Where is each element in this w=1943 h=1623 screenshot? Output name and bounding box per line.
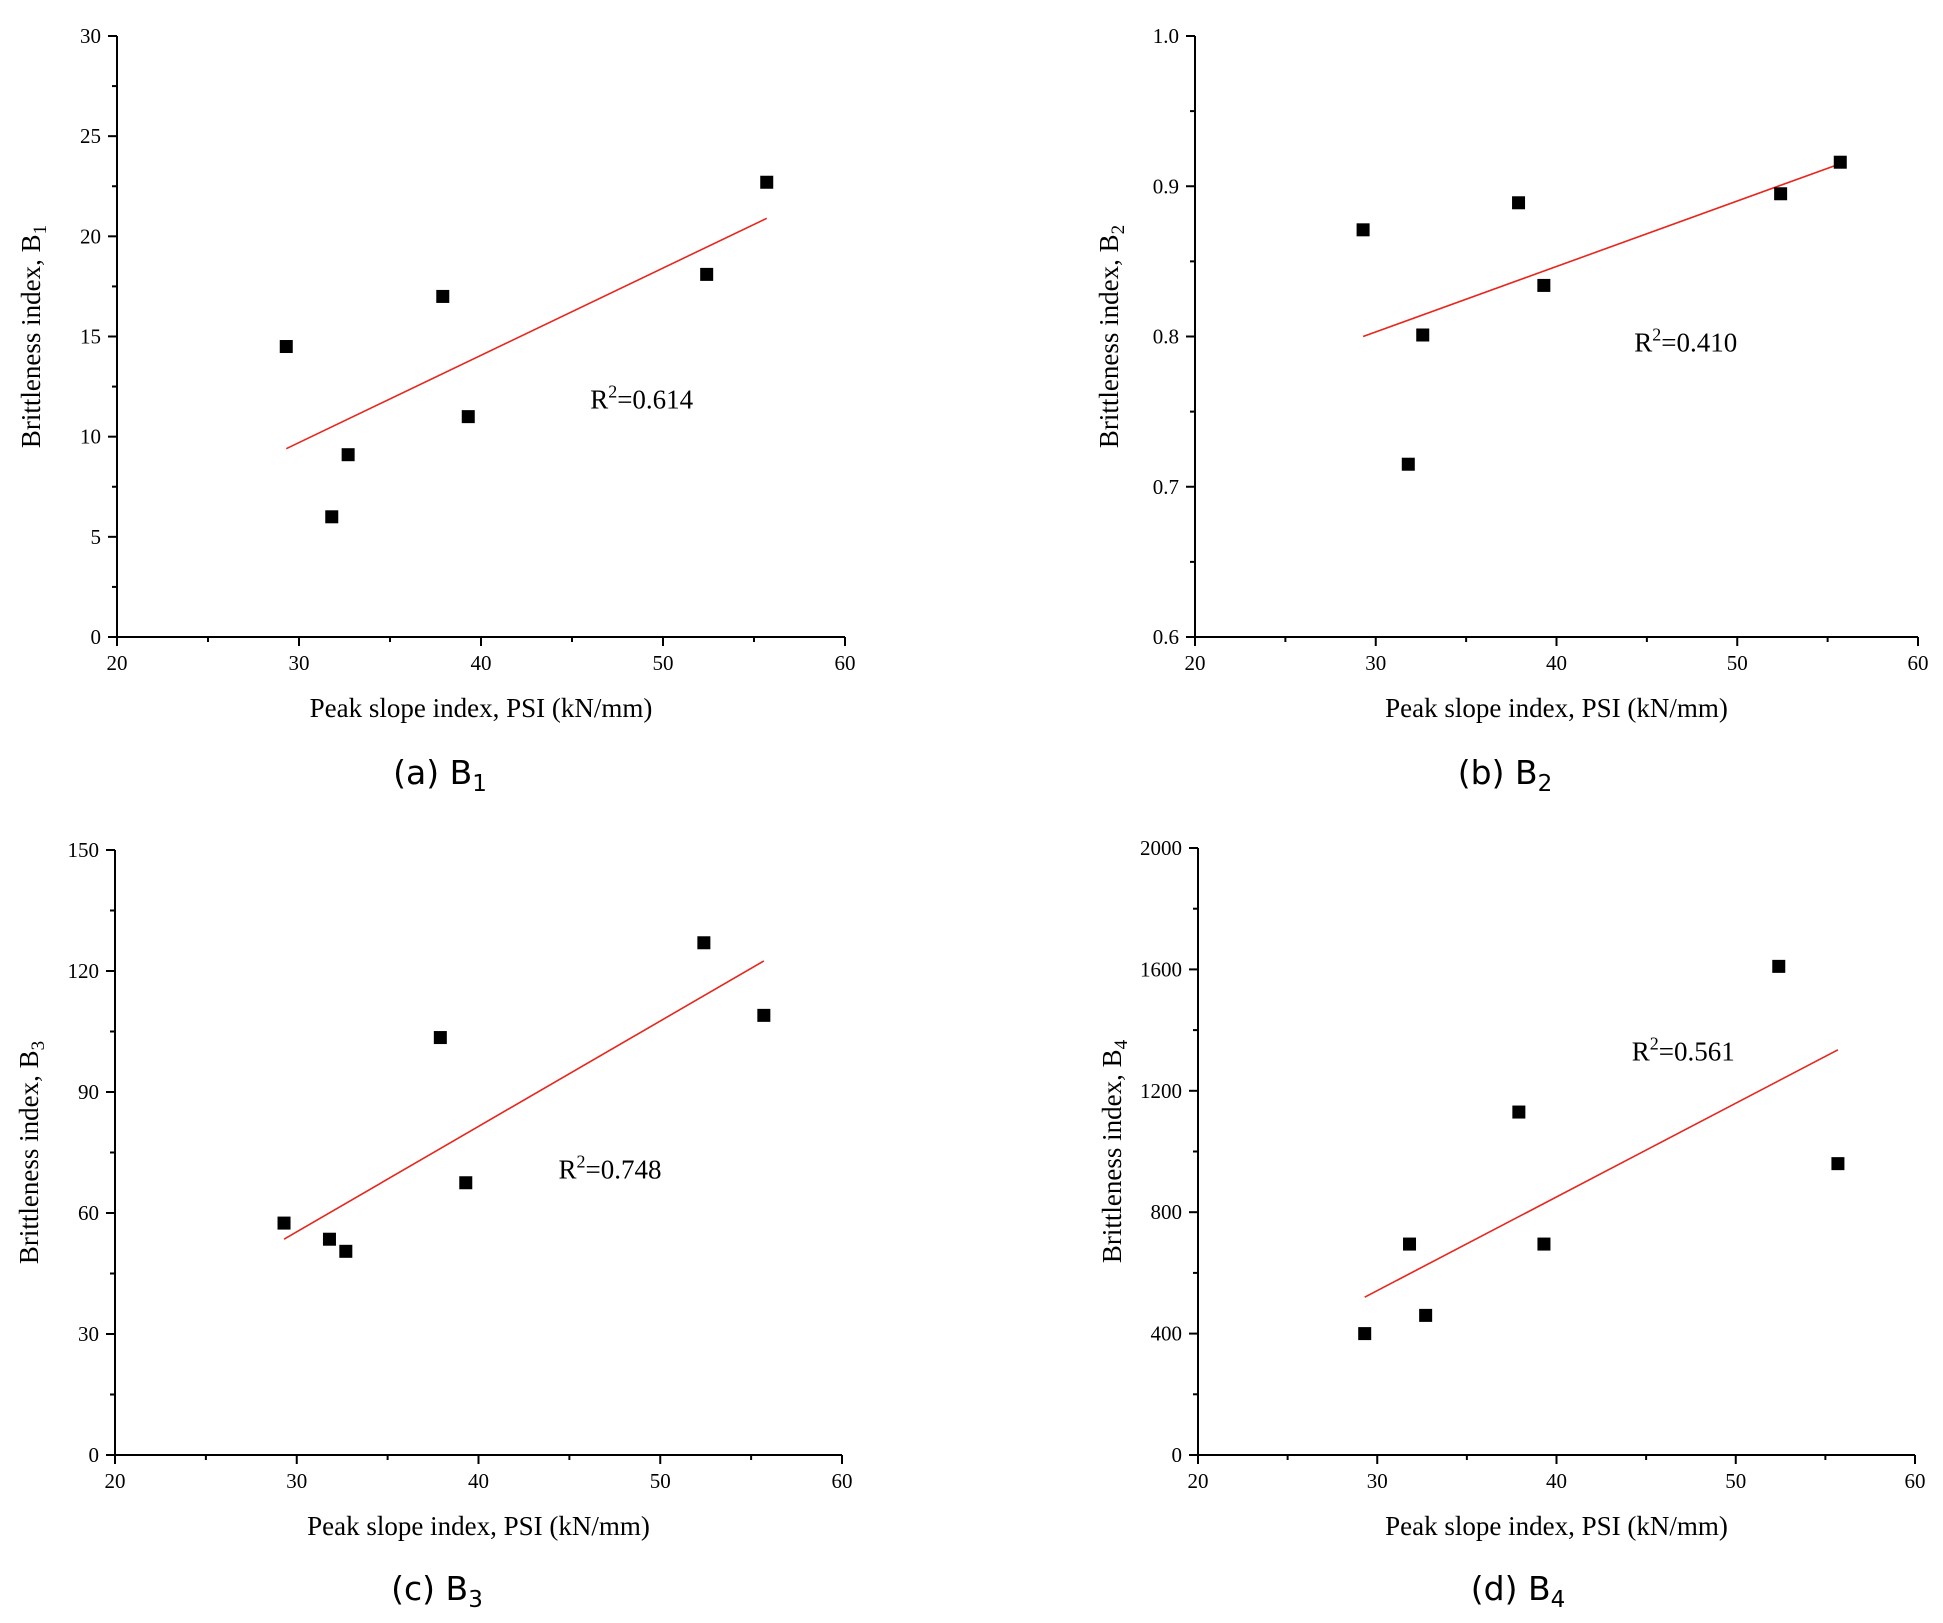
x-axis-label: Peak slope index, PSI (kN/mm) xyxy=(307,1511,650,1541)
y-tick-label: 90 xyxy=(78,1080,99,1104)
y-tick-label: 0 xyxy=(89,1443,100,1467)
data-point xyxy=(339,1244,353,1258)
y-tick-label: 30 xyxy=(80,24,101,48)
data-point xyxy=(1833,155,1847,169)
r-squared-annotation: R2=0.748 xyxy=(558,1152,661,1185)
x-tick-label: 40 xyxy=(471,651,492,675)
y-tick-label: 1600 xyxy=(1140,957,1182,981)
data-point xyxy=(760,175,774,189)
y-tick-label: 30 xyxy=(78,1322,99,1346)
fit-line xyxy=(285,217,768,450)
panel-caption: (d) B4 xyxy=(1471,1569,1565,1613)
data-point xyxy=(1419,1308,1433,1322)
x-tick-label: 60 xyxy=(835,651,856,675)
fit-line xyxy=(1362,162,1841,338)
data-point xyxy=(697,936,711,950)
data-point xyxy=(757,1008,771,1022)
r-squared-annotation: R2=0.561 xyxy=(1632,1033,1735,1066)
x-tick-label: 40 xyxy=(1546,1469,1567,1493)
y-axis-label: Brittleness index, B1 xyxy=(16,225,51,448)
data-point xyxy=(325,510,339,524)
data-point xyxy=(436,289,450,303)
data-point xyxy=(1512,196,1526,210)
data-point xyxy=(1512,1105,1526,1119)
data-point xyxy=(461,410,475,424)
x-axis-label: Peak slope index, PSI (kN/mm) xyxy=(1385,693,1728,723)
y-tick-label: 0.7 xyxy=(1153,475,1179,499)
x-tick-label: 30 xyxy=(1367,1469,1388,1493)
r-squared-annotation: R2=0.410 xyxy=(1634,325,1737,358)
y-tick-label: 150 xyxy=(68,838,100,862)
y-tick-label: 10 xyxy=(80,425,101,449)
y-tick-label: 1200 xyxy=(1140,1079,1182,1103)
y-tick-label: 5 xyxy=(91,525,102,549)
y-tick-label: 120 xyxy=(68,959,100,983)
data-point xyxy=(322,1232,336,1246)
data-point xyxy=(1537,1237,1551,1251)
x-tick-label: 50 xyxy=(1727,651,1748,675)
x-tick-label: 20 xyxy=(107,651,128,675)
data-point xyxy=(1401,457,1415,471)
y-tick-label: 15 xyxy=(80,325,101,349)
y-axis-label: Brittleness index, B3 xyxy=(14,1041,49,1264)
x-tick-label: 20 xyxy=(105,1469,126,1493)
data-point xyxy=(277,1216,291,1230)
y-tick-label: 25 xyxy=(80,124,101,148)
x-tick-label: 50 xyxy=(650,1469,671,1493)
data-point xyxy=(341,448,355,462)
y-axis-label: Brittleness index, B4 xyxy=(1097,1039,1132,1263)
panel-b: 20 30 40 50 60 0.6 0.7 0.8 0.9 1.0 Peak slope inde… xyxy=(1094,24,1929,797)
panel-caption: (b) B2 xyxy=(1458,753,1552,797)
x-tick-label: 50 xyxy=(653,651,674,675)
y-tick-label: 0.9 xyxy=(1153,174,1179,198)
x-tick-label: 20 xyxy=(1188,1469,1209,1493)
panel-caption: (c) B3 xyxy=(391,1569,483,1613)
fit-line xyxy=(283,960,765,1240)
data-point xyxy=(1831,1157,1845,1171)
data-point xyxy=(1403,1237,1417,1251)
y-tick-label: 0.6 xyxy=(1153,625,1179,649)
x-tick-label: 30 xyxy=(286,1469,307,1493)
panel-d: 20 30 40 50 60 0 400 800 1200 1600 2000 Peak slope … xyxy=(1097,836,1926,1613)
y-tick-label: 0.8 xyxy=(1153,325,1179,349)
x-tick-label: 60 xyxy=(1908,651,1929,675)
data-point xyxy=(459,1176,473,1190)
x-tick-label: 40 xyxy=(1546,651,1567,675)
x-tick-label: 40 xyxy=(468,1469,489,1493)
y-tick-label: 400 xyxy=(1151,1322,1183,1346)
y-tick-label: 60 xyxy=(78,1201,99,1225)
data-point xyxy=(279,340,293,354)
data-point xyxy=(1537,278,1551,292)
data-point xyxy=(1358,1327,1372,1341)
y-axis-label: Brittleness index, B2 xyxy=(1094,225,1129,448)
y-tick-label: 0 xyxy=(1172,1443,1183,1467)
y-tick-label: 800 xyxy=(1151,1200,1183,1224)
x-tick-label: 30 xyxy=(1365,651,1386,675)
data-point xyxy=(1772,959,1786,973)
x-axis-label: Peak slope index, PSI (kN/mm) xyxy=(1385,1511,1728,1541)
data-point xyxy=(700,267,714,281)
x-axis-label: Peak slope index, PSI (kN/mm) xyxy=(310,693,653,723)
data-point xyxy=(433,1031,447,1045)
panel-c: 20 30 40 50 60 0 30 60 90 120 150 Peak slope index,… xyxy=(14,838,853,1613)
y-tick-label: 1.0 xyxy=(1153,24,1179,48)
fit-line xyxy=(1364,1049,1839,1298)
x-tick-label: 30 xyxy=(289,651,310,675)
x-tick-label: 20 xyxy=(1185,651,1206,675)
data-point xyxy=(1356,223,1370,237)
y-tick-label: 0 xyxy=(91,625,102,649)
x-tick-label: 60 xyxy=(832,1469,853,1493)
data-point xyxy=(1416,328,1430,342)
x-tick-label: 60 xyxy=(1905,1469,1926,1493)
r-squared-annotation: R2=0.614 xyxy=(590,382,693,415)
panel-caption: (a) B1 xyxy=(393,753,487,797)
y-tick-label: 2000 xyxy=(1140,836,1182,860)
data-point xyxy=(1774,187,1788,201)
y-tick-label: 20 xyxy=(80,224,101,248)
x-tick-label: 50 xyxy=(1725,1469,1746,1493)
